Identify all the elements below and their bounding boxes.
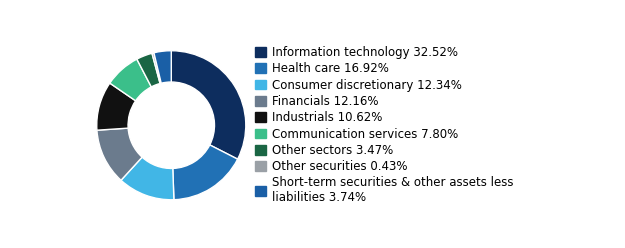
Wedge shape [97,83,136,130]
Wedge shape [154,51,171,83]
Wedge shape [173,145,238,200]
Wedge shape [152,53,161,84]
Legend: Information technology 32.52%, Health care 16.92%, Consumer discretionary 12.34%: Information technology 32.52%, Health ca… [256,46,514,204]
Wedge shape [121,157,174,200]
Wedge shape [171,51,246,159]
Wedge shape [137,53,160,87]
Wedge shape [97,128,142,180]
Wedge shape [110,59,151,101]
